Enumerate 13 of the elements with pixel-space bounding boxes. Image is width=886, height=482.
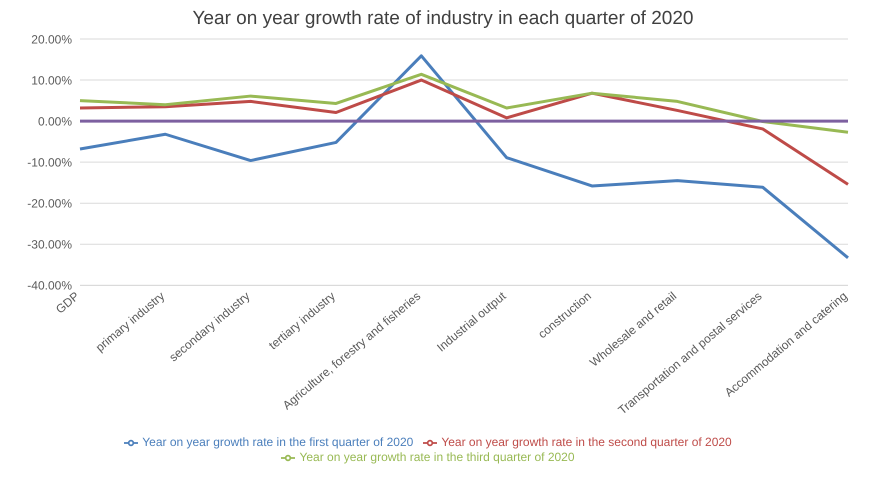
y-tick-label: -30.00%: [27, 238, 72, 252]
y-tick-label: -10.00%: [27, 155, 72, 170]
line-series: [78, 78, 850, 186]
chart-title: Year on year growth rate of industry in each quarter of 2020: [192, 8, 694, 30]
line-series: [78, 72, 850, 134]
y-tick-label: 0.00%: [38, 114, 72, 128]
y-tick-label: 20.00%: [31, 32, 72, 46]
line-series: [78, 54, 850, 260]
legend-label: Year on year growth rate in the second quarter of 2020: [441, 435, 732, 450]
y-tick-label: -20.00%: [27, 196, 72, 210]
legend-label: Year on year growth rate in the third quarter of 2020: [299, 450, 575, 464]
legend-label: Year on year growth rate in the first quarter of 2020: [142, 435, 414, 450]
y-tick-label: 10.00%: [31, 73, 72, 88]
